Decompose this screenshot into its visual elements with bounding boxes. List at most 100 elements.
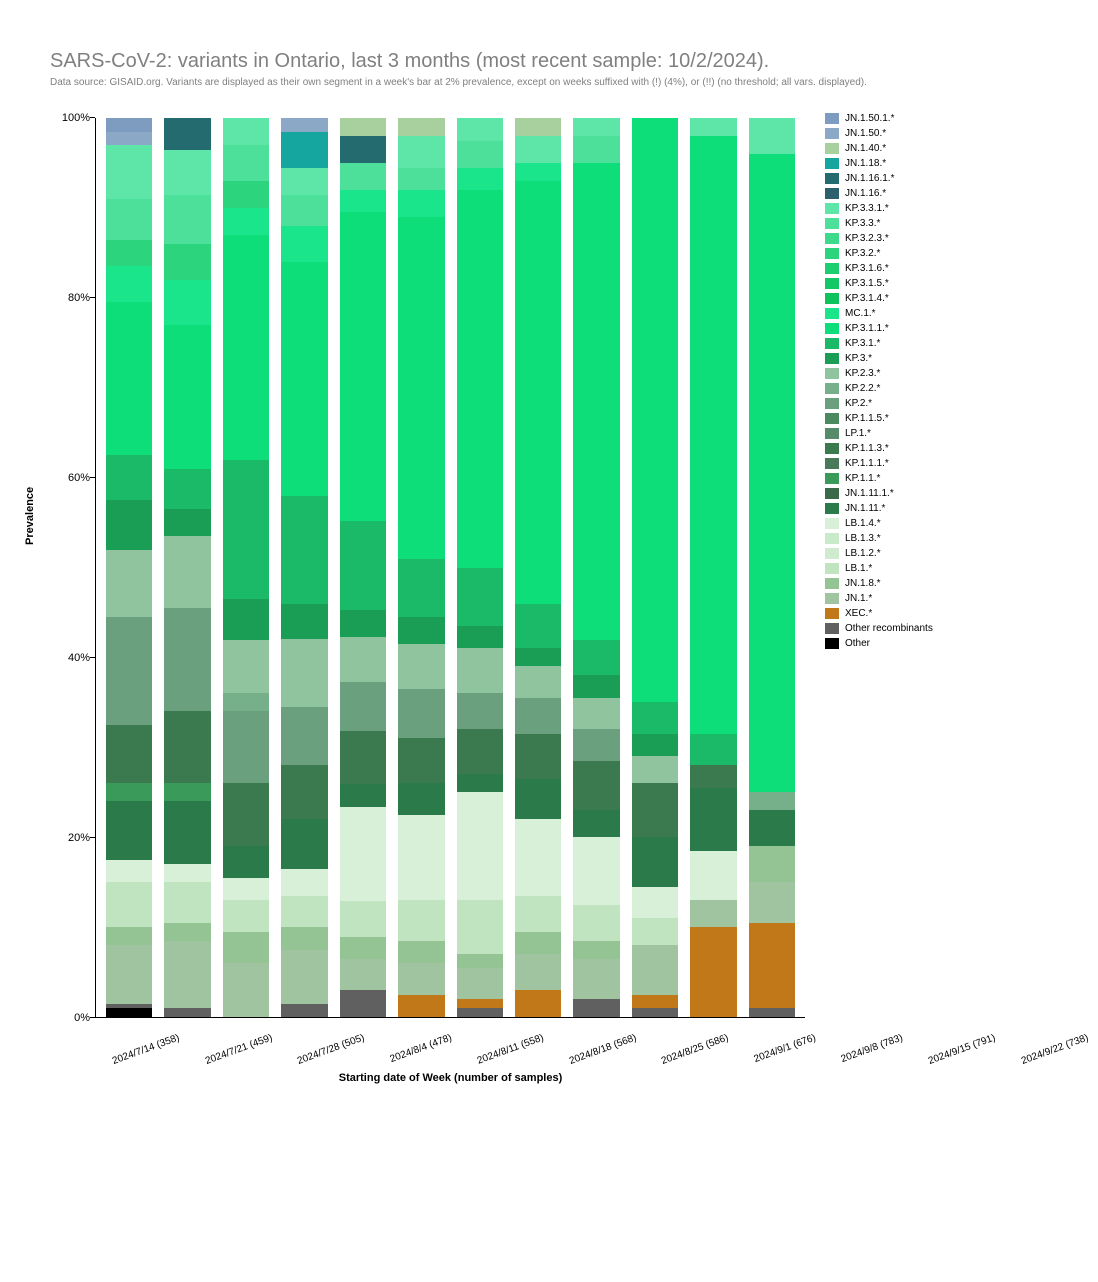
legend-label: KP.3.3.*	[845, 218, 880, 229]
bar-segment	[457, 968, 503, 999]
legend-label: MC.1.*	[845, 308, 876, 319]
legend-item: KP.3.2.*	[825, 248, 933, 259]
bar-segment	[164, 195, 210, 244]
bar-segment	[457, 1008, 503, 1017]
bar-segment	[340, 521, 386, 610]
y-tick-label: 0%	[74, 1012, 90, 1024]
plot: 2024/7/14 (358)2024/7/21 (459)2024/7/28 …	[95, 118, 805, 1018]
bar-segment	[457, 900, 503, 954]
bar-column	[164, 118, 210, 1017]
bar-segment	[106, 118, 152, 131]
legend-item: LB.1.4.*	[825, 518, 933, 529]
bar-segment	[281, 707, 327, 765]
legend-item: Other	[825, 638, 933, 649]
bar-segment	[164, 325, 210, 469]
y-tick-label: 40%	[68, 652, 90, 664]
bar-segment	[398, 689, 444, 738]
legend-swatch	[825, 548, 839, 559]
bar-segment	[340, 118, 386, 136]
bar-segment	[223, 118, 269, 145]
legend-swatch	[825, 473, 839, 484]
bar-segment	[340, 990, 386, 1017]
bar-segment	[281, 226, 327, 262]
bar-segment	[281, 1004, 327, 1017]
legend-swatch	[825, 278, 839, 289]
x-tick-label: 2024/8/25 (586)	[660, 1029, 740, 1067]
bar-segment	[573, 810, 619, 837]
y-tick-label: 60%	[68, 472, 90, 484]
bar-segment	[573, 959, 619, 999]
plot-wrap: 0%20%40%60%80%100% 2024/7/14 (358)2024/7…	[95, 118, 805, 1018]
legend-label: JN.1.40.*	[845, 143, 886, 154]
bar-segment	[223, 900, 269, 931]
bar-column	[573, 118, 619, 1017]
legend-item: LB.1.*	[825, 563, 933, 574]
legend-item: JN.1.50.1.*	[825, 113, 933, 124]
bar-segment	[398, 118, 444, 136]
legend-label: KP.3.1.6.*	[845, 263, 889, 274]
bar-segment	[749, 923, 795, 1008]
bar-segment	[573, 136, 619, 163]
bar-segment	[281, 896, 327, 927]
bar-segment	[573, 941, 619, 959]
legend-item: KP.3.*	[825, 353, 933, 364]
legend-item: KP.3.1.4.*	[825, 293, 933, 304]
x-tick-label: 2024/9/15 (791)	[927, 1029, 1007, 1067]
legend-swatch	[825, 638, 839, 649]
bar-segment	[457, 729, 503, 774]
bar-segment	[340, 937, 386, 959]
bar-segment	[457, 954, 503, 967]
legend-item: KP.3.1.1.*	[825, 323, 933, 334]
legend-label: KP.3.1.*	[845, 338, 880, 349]
legend-swatch	[825, 608, 839, 619]
bar-segment	[106, 725, 152, 783]
bar-segment	[632, 918, 678, 945]
bar-segment	[164, 469, 210, 509]
bar-segment	[223, 963, 269, 1017]
bar-segment	[515, 819, 561, 895]
bar-segment	[749, 810, 795, 846]
bar-segment	[515, 136, 561, 163]
legend-swatch	[825, 323, 839, 334]
bar-segment	[106, 783, 152, 801]
bar-segment	[164, 941, 210, 1008]
bar-segment	[515, 932, 561, 954]
legend-swatch	[825, 143, 839, 154]
bar-segment	[106, 1008, 152, 1017]
legend-label: LB.1.3.*	[845, 533, 881, 544]
bar-column	[398, 118, 444, 1017]
bar-segment	[164, 536, 210, 608]
bar-segment	[398, 190, 444, 217]
legend-label: Other	[845, 638, 870, 649]
bar-segment	[340, 637, 386, 682]
bar-segment	[106, 199, 152, 239]
bar-segment	[223, 235, 269, 460]
bar-segment	[106, 882, 152, 927]
bar-segment	[398, 217, 444, 559]
bar-segment	[106, 927, 152, 945]
bar-segment	[398, 644, 444, 689]
bar-segment	[632, 756, 678, 783]
bar-column	[749, 118, 795, 1017]
legend-label: JN.1.11.1.*	[845, 488, 894, 499]
bar-segment	[281, 262, 327, 496]
bar-segment	[106, 302, 152, 455]
bar-segment	[106, 240, 152, 267]
bar-segment	[223, 783, 269, 846]
legend-label: LB.1.*	[845, 563, 872, 574]
bar-segment	[573, 640, 619, 676]
legend-label: KP.3.*	[845, 353, 872, 364]
legend-item: MC.1.*	[825, 308, 933, 319]
legend-swatch	[825, 173, 839, 184]
bar-segment	[457, 626, 503, 648]
legend-label: JN.1.11.*	[845, 503, 885, 514]
legend-label: LP.1.*	[845, 428, 871, 439]
legend-label: JN.1.50.1.*	[845, 113, 894, 124]
bar-column	[223, 118, 269, 1017]
bar-segment	[340, 136, 386, 163]
legend-label: KP.2.3.*	[845, 368, 880, 379]
legend-label: LB.1.2.*	[845, 548, 881, 559]
bar-segment	[690, 118, 736, 136]
legend-item: KP.3.1.*	[825, 338, 933, 349]
bar-segment	[690, 788, 736, 851]
